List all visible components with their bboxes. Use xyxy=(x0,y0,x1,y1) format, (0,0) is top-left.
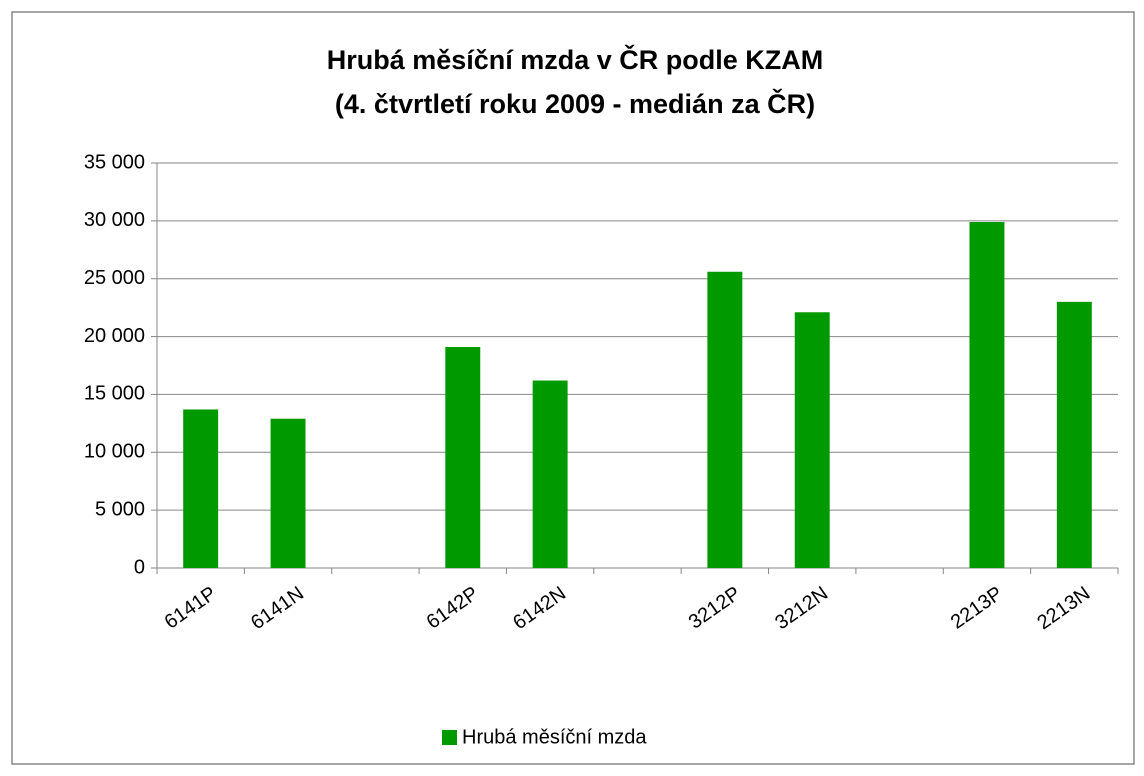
bar xyxy=(1056,301,1092,568)
bar xyxy=(445,346,481,568)
bar xyxy=(183,409,219,568)
bar xyxy=(969,222,1005,568)
legend-label: Hrubá měsíční mzda xyxy=(462,726,647,748)
y-tick-label: 35 000 xyxy=(84,151,145,173)
y-tick-label: 0 xyxy=(134,556,145,578)
chart-border xyxy=(11,11,1135,765)
chart-subtitle: (4. čtvrtletí roku 2009 - medián za ČR) xyxy=(335,88,815,119)
y-tick-label: 25 000 xyxy=(84,267,145,289)
y-tick-label: 20 000 xyxy=(84,325,145,347)
bar xyxy=(794,312,830,568)
bar xyxy=(532,380,568,568)
y-tick-label: 15 000 xyxy=(84,383,145,405)
y-tick-label: 10 000 xyxy=(84,441,145,463)
y-tick-label: 5 000 xyxy=(95,498,145,520)
y-tick-label: 30 000 xyxy=(84,209,145,231)
bar xyxy=(707,271,743,568)
legend-swatch xyxy=(442,730,457,745)
chart-title: Hrubá měsíční mzda v ČR podle KZAM xyxy=(327,44,824,75)
bar xyxy=(270,418,306,568)
